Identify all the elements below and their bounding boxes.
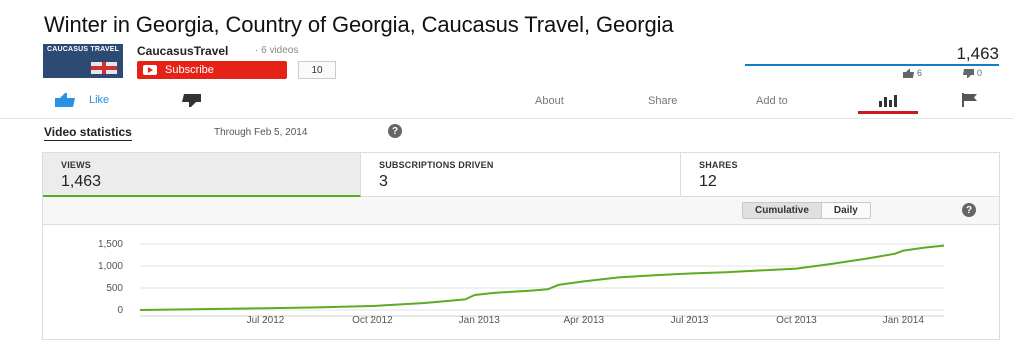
like-label: Like [89,94,110,106]
youtube-play-icon [143,65,157,75]
x-tick-label: Jul 2013 [671,315,709,326]
chart-help-icon[interactable]: ? [962,203,976,217]
thumbs-up-icon [55,93,75,107]
metric-label: SHARES [699,160,738,170]
dislike-button[interactable] [180,94,202,112]
stats-heading: Video statistics [44,125,132,141]
sentiment-bar [745,64,999,66]
subscriber-count: 10 [298,61,336,79]
toggle-cumulative[interactable]: Cumulative [743,203,822,218]
thumbs-down-icon [182,94,201,107]
bar-chart-icon [879,94,897,107]
tab-about[interactable]: About [535,95,564,107]
tab-share[interactable]: Share [648,95,678,107]
x-tick-label: Jul 2012 [247,315,285,326]
like-button[interactable]: Like [55,93,109,107]
dislike-count-value: 0 [977,68,983,78]
views-line [139,244,945,311]
tab-add-to[interactable]: Add to [756,95,788,107]
action-bar: Like About Share Add to [0,88,1013,114]
x-tick-label: Oct 2012 [352,315,393,326]
chart-series [139,244,945,311]
view-count: 1,463 [956,44,999,63]
divider [0,118,1013,119]
channel-name[interactable]: CaucasusTravel [137,44,229,58]
x-tick-label: Jan 2013 [459,315,501,326]
channel-logo[interactable]: CAUCASUS TRAVEL [43,44,123,78]
y-tick-label: 1,500 [98,239,123,250]
dislike-count: 0 [963,68,982,78]
report-flag-button[interactable] [962,93,978,110]
thumbs-down-small-icon [963,68,974,78]
stats-through-date: Through Feb 5, 2014 [214,127,308,138]
flag-icon [962,93,977,107]
metric-subscriptions[interactable]: SUBSCRIPTIONS DRIVEN 3 [361,153,681,197]
y-tick-label: 500 [106,283,123,294]
metric-value: 1,463 [61,173,102,190]
tab-statistics[interactable] [858,90,918,114]
metric-views[interactable]: VIEWS 1,463 [43,153,361,197]
video-count: · 6 videos [255,45,299,56]
metric-label: VIEWS [61,160,92,170]
metric-row: VIEWS 1,463 SUBSCRIPTIONS DRIVEN 3 SHARE… [43,153,999,197]
flag-icon [91,62,117,74]
x-tick-label: Apr 2013 [564,315,605,326]
toggle-daily[interactable]: Daily [821,203,870,218]
metric-value: 12 [699,173,717,190]
y-axis: 0 500 1,000 1,500 [98,239,123,316]
x-axis: Jul 2012 Oct 2012 Jan 2013 Apr 2013 Jul 2013… [140,315,944,326]
metric-label: SUBSCRIPTIONS DRIVEN [379,160,494,170]
subscribe-label: Subscribe [165,64,214,76]
like-count: 6 [903,68,922,78]
like-count-value: 6 [917,68,923,78]
channel-logo-text: CAUCASUS TRAVEL [47,46,120,53]
thumbs-up-small-icon [903,68,914,78]
stats-panel: VIEWS 1,463 SUBSCRIPTIONS DRIVEN 3 SHARE… [42,152,1000,340]
metric-value: 3 [379,173,388,190]
metric-shares[interactable]: SHARES 12 [681,153,999,197]
x-tick-label: Oct 2013 [776,315,817,326]
chart-grid [140,243,944,311]
y-tick-label: 1,000 [98,261,123,272]
cumulative-daily-toggle: Cumulative Daily [742,202,871,219]
help-icon[interactable]: ? [388,124,402,138]
y-tick-label: 0 [117,305,123,316]
subscribe-button[interactable]: Subscribe [137,61,287,79]
x-tick-label: Jan 2014 [883,315,925,326]
video-title: Winter in Georgia, Country of Georgia, C… [44,12,674,37]
